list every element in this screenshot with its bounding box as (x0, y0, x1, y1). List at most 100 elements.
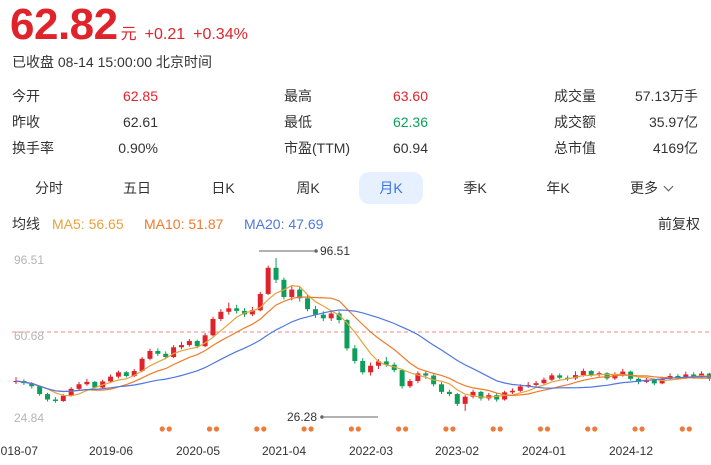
candle-body (257, 293, 263, 311)
candle (52, 397, 58, 403)
candle-body (541, 379, 547, 384)
candle-body (454, 394, 460, 404)
dividend-marker[interactable] (537, 426, 544, 432)
kline-svg: 96.51 60.68 24.84 96.51 26.28 2018-07 20… (0, 244, 711, 458)
dividend-marker[interactable] (254, 426, 260, 432)
candle-body (462, 396, 468, 404)
candle-body (494, 395, 500, 400)
candle (218, 309, 224, 322)
candle-body (92, 381, 98, 388)
candle-body (249, 310, 255, 315)
stat-pe-value: 60.94 (392, 140, 428, 156)
candle-body (171, 347, 177, 358)
x-label-2023-02: 2023-02 (435, 444, 479, 458)
dividend-marker[interactable] (490, 426, 496, 432)
stat-volume: 成交量 57.13万手 (554, 86, 698, 106)
candle (273, 258, 279, 284)
candle (439, 382, 445, 395)
candle (572, 371, 578, 380)
candle-body (383, 361, 389, 365)
dividend-marker[interactable] (396, 426, 402, 432)
market-status: 已收盘 08-14 15:00:00 北京时间 (12, 54, 212, 70)
x-label-2021-04: 2021-04 (262, 444, 306, 458)
adjust-mode-button[interactable]: 前复权 (658, 216, 700, 232)
candle-body (636, 378, 642, 382)
candle-body (155, 350, 161, 354)
candle (76, 381, 82, 390)
dividend-marker[interactable] (679, 426, 685, 432)
candle (115, 370, 121, 379)
tab-quarterly-k[interactable]: 季K (463, 180, 487, 196)
candle (415, 371, 421, 384)
dividend-marker[interactable] (355, 426, 361, 432)
x-label-2024-01: 2024-01 (522, 444, 566, 458)
candle (234, 304, 240, 314)
candle (360, 358, 366, 375)
candle-body (509, 390, 515, 393)
tab-weekly-k[interactable]: 周K (296, 180, 320, 196)
dividend-marker[interactable] (403, 426, 409, 432)
dividend-marker[interactable] (450, 426, 456, 432)
candle-body (84, 381, 90, 385)
candle (454, 392, 460, 407)
candle-body (305, 298, 311, 310)
candle-body (178, 345, 184, 348)
candle-body (147, 350, 153, 359)
dividend-marker[interactable] (348, 426, 354, 432)
dividend-markers (159, 426, 692, 432)
candle (565, 375, 571, 382)
stat-open-label: 今开 (12, 88, 40, 104)
candle (84, 378, 90, 386)
candle-body (289, 289, 295, 297)
dividend-marker[interactable] (213, 426, 220, 432)
candle (533, 381, 539, 387)
candle (541, 377, 547, 385)
stat-amount-value: 35.97亿 (648, 114, 698, 130)
stat-prev-close: 昨收 62.61 (12, 112, 158, 132)
dividend-marker[interactable] (443, 426, 449, 432)
candle-body (76, 384, 82, 389)
candle (462, 395, 468, 411)
stat-open-value: 62.85 (122, 88, 158, 104)
stat-volume-value: 57.13万手 (634, 88, 698, 104)
candle (399, 368, 405, 389)
dividend-marker[interactable] (592, 426, 598, 432)
candle-body (218, 311, 224, 319)
dividend-marker[interactable] (585, 426, 591, 432)
dividend-marker[interactable] (159, 426, 165, 432)
dividend-marker[interactable] (261, 426, 267, 432)
dividend-marker[interactable] (639, 426, 645, 432)
tab-yearly-k[interactable]: 年K (546, 180, 570, 196)
dividend-marker[interactable] (166, 426, 172, 432)
candle-body (439, 384, 445, 392)
candles-layer (13, 258, 711, 411)
dividend-marker[interactable] (544, 426, 551, 432)
tab-monthly-k[interactable]: 月K (359, 172, 423, 204)
x-label-2018-07: 2018-07 (0, 444, 38, 458)
dividend-marker[interactable] (497, 426, 503, 432)
kline-chart[interactable]: 96.51 60.68 24.84 96.51 26.28 2018-07 20… (0, 238, 711, 465)
candle (45, 392, 51, 402)
candle-body (312, 309, 318, 315)
candle-body (415, 373, 421, 382)
dividend-marker[interactable] (686, 426, 692, 432)
price-change: +0.21 (144, 26, 186, 43)
tab-more[interactable]: 更多 (618, 172, 684, 204)
dividend-marker[interactable] (206, 426, 213, 432)
candle (312, 305, 318, 318)
stat-turnover-rate-value: 0.90% (118, 140, 158, 156)
stat-open: 今开 62.85 (12, 86, 158, 106)
candle (37, 385, 43, 396)
dividend-marker[interactable] (301, 426, 307, 432)
candle (186, 338, 192, 347)
tab-daily-k[interactable]: 日K (211, 180, 235, 196)
candle-body (265, 267, 271, 294)
stat-amount: 成交额 35.97亿 (554, 112, 698, 132)
candle (139, 357, 145, 373)
dividend-marker[interactable] (632, 426, 638, 432)
dividend-marker[interactable] (308, 426, 314, 432)
x-label-2024-12: 2024-12 (609, 444, 653, 458)
tab-timeshare[interactable]: 分时 (35, 180, 63, 196)
tab-five-day[interactable]: 五日 (123, 180, 151, 196)
candle-body (68, 388, 74, 396)
